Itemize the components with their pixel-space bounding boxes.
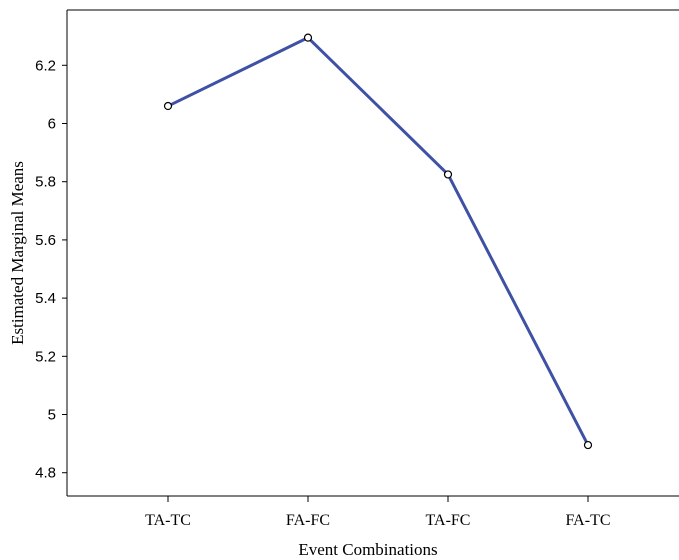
- data-point: [443, 170, 453, 179]
- y-tick-label: 5.2: [35, 348, 56, 365]
- y-tick-label: 5.8: [35, 174, 56, 191]
- x-tick-label: FA-TC: [565, 512, 610, 529]
- y-axis-ticks: 4.8 5 5.2 5.4 5.6 5.8 6 6.2: [35, 57, 67, 482]
- x-axis-title: Event Combinations: [298, 540, 437, 559]
- x-axis-ticks: TA-TC FA-FC TA-FC FA-TC: [145, 496, 611, 529]
- series-line: [167, 36, 590, 446]
- y-tick-label: 5.6: [35, 232, 56, 249]
- y-tick-label: 5.4: [35, 290, 56, 307]
- x-tick-label: TA-TC: [145, 512, 191, 529]
- y-axis-title: Estimated Marginal Means: [8, 161, 27, 345]
- data-point: [583, 440, 593, 450]
- y-tick-label: 6: [48, 115, 56, 132]
- x-tick-label: TA-FC: [426, 512, 471, 529]
- y-tick-label: 6.2: [35, 57, 56, 74]
- data-point: [303, 33, 313, 42]
- y-tick-label: 5: [48, 407, 56, 424]
- y-tick-label: 4.8: [35, 465, 56, 482]
- series-group: [163, 33, 593, 450]
- data-point: [163, 101, 173, 111]
- x-tick-label: FA-FC: [286, 512, 330, 529]
- plot-frame: [66, 9, 679, 497]
